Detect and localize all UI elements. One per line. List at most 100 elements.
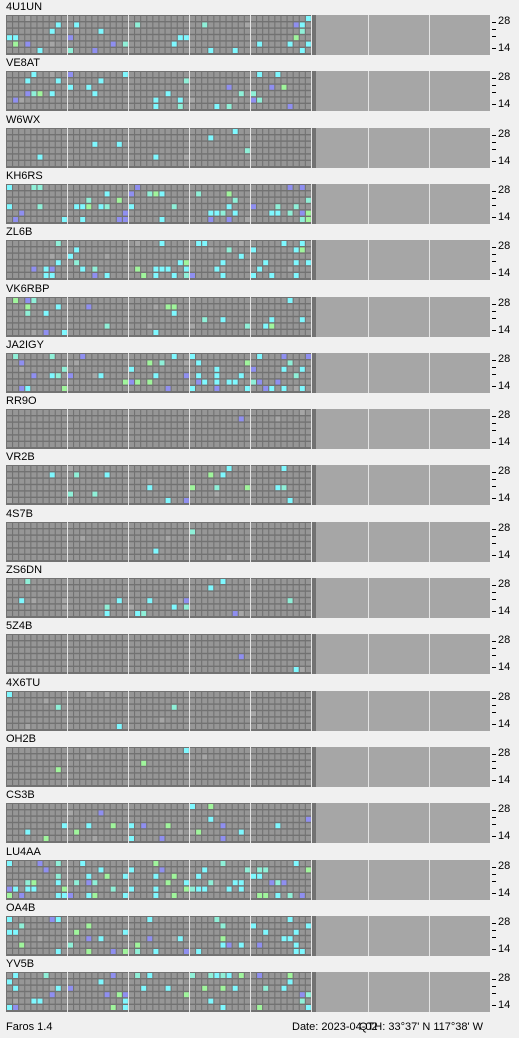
hour-divider [311, 71, 312, 111]
grid-cell [43, 485, 49, 491]
grid-cell [196, 28, 202, 34]
grid-cell [226, 429, 232, 435]
grid-cell [293, 660, 299, 666]
grid-cell [183, 491, 189, 497]
grid-cell [49, 204, 55, 210]
grid-cell [226, 48, 232, 53]
grid-cell [141, 104, 147, 109]
grid-cell [287, 598, 293, 604]
hour-divider [368, 578, 369, 618]
grid-cell [257, 191, 263, 197]
grid-cell [183, 579, 189, 584]
grid-cell [13, 323, 19, 329]
grid-cell [49, 78, 55, 84]
grid-cell [220, 253, 226, 259]
hour-divider [368, 803, 369, 843]
grid-cell [269, 704, 275, 710]
grid-cell [31, 542, 37, 548]
grid-cell [165, 717, 171, 723]
grid-cell [7, 16, 12, 21]
grid-cell [61, 810, 67, 816]
band-tick [492, 824, 496, 825]
grid-cell [226, 161, 232, 166]
grid-cell [208, 717, 214, 723]
grid-cell [141, 654, 147, 660]
grid-cell [208, 161, 214, 166]
grid-cell [68, 330, 73, 335]
grid-cell [13, 78, 19, 84]
grid-cell [74, 498, 80, 503]
grid-cell [305, 28, 311, 34]
grid-cell [244, 323, 250, 329]
grid-cell [269, 867, 275, 873]
grid-cell [129, 323, 134, 329]
grid-cell [31, 330, 37, 335]
grid-cell [25, 48, 31, 53]
grid-cell [202, 154, 208, 160]
grid-cell [141, 266, 147, 272]
grid-cell [220, 867, 226, 873]
grid-cell [147, 780, 153, 785]
grid-cell [220, 28, 226, 34]
grid-cell [7, 635, 12, 640]
grid-cell [61, 816, 67, 822]
grid-cell [153, 78, 159, 84]
grid-cell [74, 154, 80, 160]
grid-cell [281, 466, 287, 471]
grid-cell [183, 273, 189, 278]
grid-cell [177, 266, 183, 272]
beacon-callsign: RR9O [6, 395, 37, 407]
grid-cell [232, 148, 238, 154]
grid-cell [92, 698, 98, 704]
grid-cell [226, 523, 232, 528]
grid-cell [305, 748, 311, 753]
grid-cell [196, 304, 202, 310]
grid-cell [13, 148, 19, 154]
grid-cell [190, 416, 195, 422]
grid-cell [257, 78, 263, 84]
grid-cell [177, 711, 183, 717]
grid-cell [238, 773, 244, 779]
grid-cell [251, 135, 256, 141]
grid-cell [269, 379, 275, 385]
grid-cell [61, 72, 67, 77]
grid-cell [214, 204, 220, 210]
grid-cell [220, 35, 226, 41]
grid-cell [13, 35, 19, 41]
grid-cell [275, 867, 281, 873]
grid-cell [122, 41, 128, 47]
grid-cell [86, 141, 92, 147]
grid-cell [13, 654, 19, 660]
grid-cell [68, 410, 73, 415]
grid-cell [31, 804, 37, 809]
grid-cell [13, 97, 19, 103]
grid-cell [183, 773, 189, 779]
grid-cell [25, 310, 31, 316]
grid-cell [257, 692, 263, 697]
grid-cell [68, 861, 73, 866]
grid-cell [269, 754, 275, 760]
grid-cell [214, 641, 220, 647]
grid-cell [275, 579, 281, 584]
grid-cell [208, 241, 214, 246]
grid-cell [177, 478, 183, 484]
grid-cell [141, 72, 147, 77]
grid-cell [19, 760, 25, 766]
grid-cell [55, 304, 61, 310]
grid-cell [129, 660, 134, 666]
grid-cell [202, 873, 208, 879]
grid-cell [68, 97, 73, 103]
grid-cell [251, 829, 256, 835]
grid-cell [220, 611, 226, 616]
grid-cell [74, 579, 80, 584]
grid-cell [281, 660, 287, 666]
grid-cell [55, 472, 61, 478]
grid-cell [165, 148, 171, 154]
grid-cell [49, 435, 55, 441]
grid-cell [190, 298, 195, 303]
grid-cell [122, 204, 128, 210]
hour-divider [67, 465, 68, 505]
grid-cell [287, 654, 293, 660]
grid-cell [153, 141, 159, 147]
grid-cell [153, 767, 159, 773]
